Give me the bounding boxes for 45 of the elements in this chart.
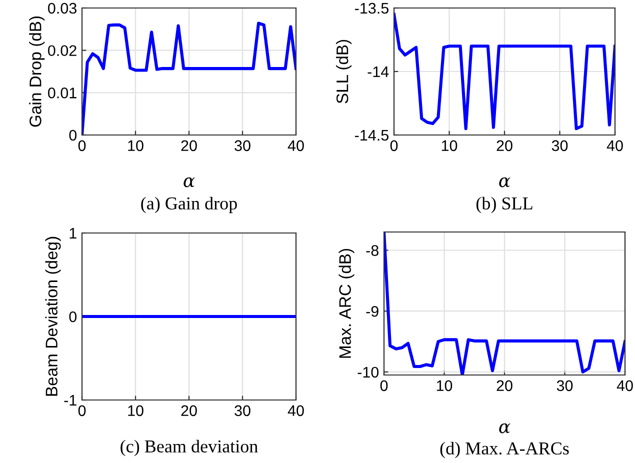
- x-tick-label: 20: [496, 140, 512, 152]
- y-tick-label: -14.5: [355, 130, 388, 141]
- x-tick-label: 10: [128, 405, 144, 416]
- text: (c) Beam deviation: [120, 440, 258, 456]
- x-tick-label: 40: [288, 405, 304, 416]
- y-axis-title: SLL (dB): [336, 40, 352, 104]
- y-tick-label: 0.02: [48, 45, 76, 56]
- y-tick-label: -1: [64, 395, 76, 406]
- y-tick-label: 0.01: [48, 88, 76, 98]
- y-tick-label: 0.03: [48, 2, 76, 14]
- x-tick-label: 0: [78, 405, 86, 416]
- x-tick-label: 10: [436, 380, 452, 392]
- y-tick-label: 1: [70, 228, 76, 239]
- x-axis-title: α: [499, 423, 510, 434]
- y-tick-label: -13.5: [355, 2, 388, 14]
- text: (a) Gain drop: [141, 196, 237, 214]
- y-axis-title: Gain Drop (dB): [29, 16, 45, 127]
- x-tick-label: 30: [234, 405, 250, 416]
- x-tick-label: 10: [442, 140, 458, 152]
- line-series: [394, 12, 615, 130]
- x-tick-label: 30: [556, 380, 573, 392]
- x-tick-label: 30: [552, 140, 568, 152]
- text: (d) Max. A-ARCs: [440, 442, 569, 458]
- x-axis-title: α: [184, 177, 195, 188]
- x-tick-label: 40: [288, 140, 304, 152]
- x-tick-label: 0: [78, 140, 86, 152]
- x-axis-title: α: [499, 177, 510, 188]
- y-tick-label: -8: [366, 245, 378, 256]
- line-series: [384, 232, 625, 375]
- y-axis-title: Max. ARC (dB): [338, 248, 354, 358]
- y-tick-label: -10: [358, 366, 379, 378]
- x-tick-label: 30: [234, 140, 250, 152]
- y-tick-label: -14: [368, 66, 389, 78]
- x-tick-label: 20: [181, 405, 197, 416]
- y-tick-label: -9: [366, 306, 378, 317]
- y-tick-label: 0: [69, 311, 77, 322]
- x-tick-label: 20: [181, 140, 197, 152]
- x-tick-label: 40: [606, 140, 623, 152]
- y-axis-title: Beam Deviation (deg): [45, 236, 61, 396]
- x-tick-label: 20: [496, 380, 512, 392]
- text: (b) SLL: [476, 196, 532, 214]
- x-tick-label: 0: [390, 140, 398, 152]
- x-tick-label: 10: [128, 140, 144, 152]
- y-tick-label: 0: [69, 130, 77, 141]
- x-tick-label: 40: [616, 380, 633, 392]
